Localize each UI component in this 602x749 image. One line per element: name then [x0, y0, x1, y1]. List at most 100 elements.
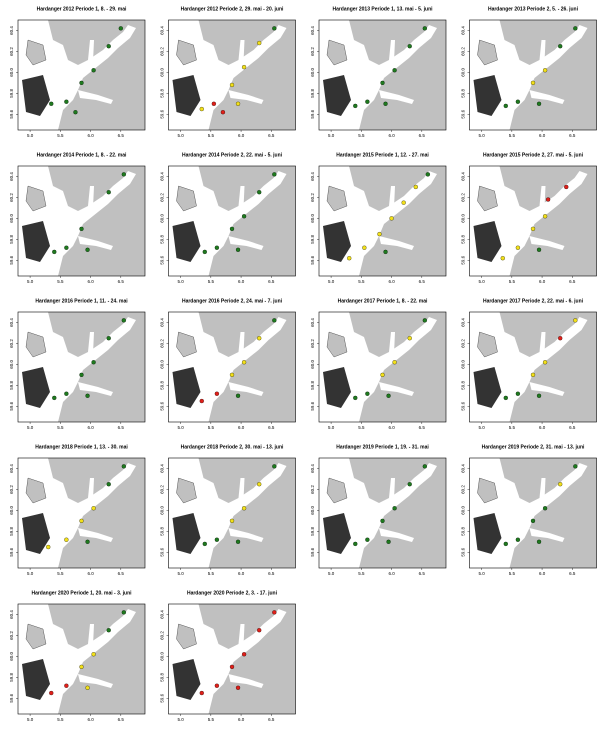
- x-tick-label: 5.0: [478, 571, 485, 576]
- x-tick-label: 5.0: [27, 571, 34, 576]
- site-point: [558, 336, 563, 341]
- plot-frame: [469, 19, 597, 131]
- map-panel: Hardanger 2015 Periode 1, 12. - 27. mai 5…: [310, 152, 447, 284]
- y-tick-label: 60.0: [160, 68, 165, 77]
- plot-frame: [318, 311, 447, 423]
- x-tick-label: 5.5: [208, 717, 215, 722]
- y-tick-label: 59.8: [160, 672, 165, 681]
- x-tick-label: 6.5: [118, 133, 125, 138]
- site-point: [386, 539, 391, 544]
- site-point: [515, 391, 521, 396]
- y-tick-label: 60.2: [461, 485, 466, 494]
- plot-frame: [469, 311, 597, 423]
- x-tick-label: 5.0: [177, 133, 184, 138]
- site-point: [530, 372, 536, 378]
- site-point: [515, 245, 521, 250]
- x-tick-label: 5.0: [27, 717, 34, 722]
- y-tick-label: 60.0: [9, 68, 14, 77]
- y-tick-label: 60.4: [160, 26, 165, 35]
- x-tick-label: 6.0: [388, 425, 395, 430]
- y-tick-label: 59.6: [160, 693, 165, 702]
- plot-frame: [469, 165, 597, 277]
- y-tick-label: 59.6: [9, 401, 14, 410]
- site-point: [257, 628, 262, 633]
- x-tick-label: 6.0: [238, 279, 245, 284]
- y-tick-label: 60.0: [310, 68, 315, 77]
- x-tick-label: 6.0: [87, 279, 94, 284]
- site-point: [380, 80, 385, 86]
- y-tick-label: 60.0: [461, 214, 466, 223]
- x-tick-label: 5.0: [177, 279, 184, 284]
- y-tick-label: 59.6: [160, 109, 165, 118]
- site-point: [199, 106, 204, 112]
- plot-frame: [168, 19, 296, 131]
- site-point: [353, 103, 358, 109]
- site-point: [220, 110, 226, 115]
- x-tick-label: 6.0: [87, 571, 94, 576]
- site-point: [106, 482, 111, 487]
- y-tick-label: 59.8: [461, 234, 466, 243]
- y-tick-label: 60.4: [461, 26, 466, 35]
- y-tick-label: 60.0: [9, 214, 14, 223]
- y-tick-label: 59.8: [461, 526, 466, 535]
- site-point: [558, 44, 563, 49]
- y-tick-label: 60.0: [310, 214, 315, 223]
- x-tick-label: 6.0: [539, 425, 546, 430]
- site-point: [121, 610, 126, 615]
- site-point: [347, 256, 352, 261]
- y-tick-label: 60.0: [310, 360, 315, 369]
- y-tick-label: 60.4: [9, 318, 14, 327]
- site-point: [85, 685, 90, 690]
- y-tick-label: 60.4: [310, 26, 315, 35]
- y-tick-label: 59.8: [310, 234, 315, 243]
- site-point: [121, 172, 126, 177]
- x-tick-label: 6.5: [268, 133, 275, 138]
- y-tick-label: 60.4: [461, 318, 466, 327]
- site-point: [64, 391, 69, 396]
- panel-title: Hardanger 2014 Periode 2, 22. mai - 5. j…: [182, 152, 283, 158]
- x-tick-label: 5.0: [328, 425, 335, 430]
- y-tick-label: 60.0: [9, 506, 14, 515]
- x-tick-label: 6.5: [569, 571, 576, 576]
- x-tick-label: 5.0: [328, 571, 335, 576]
- site-point: [106, 190, 111, 195]
- x-tick-label: 5.0: [177, 425, 184, 430]
- y-tick-label: 59.6: [310, 109, 315, 118]
- site-point: [199, 398, 204, 404]
- site-point: [91, 68, 96, 73]
- x-tick-label: 6.5: [268, 571, 275, 576]
- y-tick-label: 59.6: [9, 547, 14, 556]
- x-tick-label: 6.5: [419, 279, 426, 284]
- site-point: [407, 482, 412, 487]
- site-point: [235, 393, 241, 398]
- site-point: [257, 190, 262, 195]
- site-point: [365, 537, 370, 542]
- x-tick-label: 6.5: [569, 279, 576, 284]
- site-point: [64, 245, 69, 250]
- y-tick-label: 60.2: [310, 339, 315, 348]
- y-tick-label: 60.2: [160, 485, 165, 494]
- site-point: [79, 226, 84, 232]
- y-tick-label: 60.4: [9, 610, 14, 619]
- y-tick-label: 59.6: [461, 401, 466, 410]
- x-tick-label: 6.5: [268, 425, 275, 430]
- y-tick-label: 60.4: [9, 172, 14, 181]
- y-tick-label: 60.4: [9, 26, 14, 35]
- site-point: [64, 537, 69, 542]
- site-point: [241, 64, 247, 70]
- y-tick-label: 59.6: [461, 255, 466, 264]
- y-tick-label: 60.4: [160, 610, 165, 619]
- map-panel: Hardanger 2014 Periode 1, 8. - 22. mai 5.…: [9, 152, 146, 284]
- x-tick-label: 6.0: [87, 425, 94, 430]
- x-tick-label: 6.5: [118, 279, 125, 284]
- plot-frame: [318, 165, 447, 277]
- site-point: [380, 518, 385, 524]
- x-tick-label: 5.5: [57, 571, 64, 576]
- x-tick-label: 5.5: [57, 717, 64, 722]
- map-panel: Hardanger 2017 Periode 1, 8. - 22. mai 5.…: [310, 298, 447, 430]
- map-panel: Hardanger 2012 Periode 2, 29. mai - 20. …: [160, 6, 296, 138]
- site-point: [362, 245, 367, 250]
- site-point: [106, 628, 111, 633]
- site-point: [52, 395, 57, 401]
- x-tick-label: 5.0: [27, 279, 34, 284]
